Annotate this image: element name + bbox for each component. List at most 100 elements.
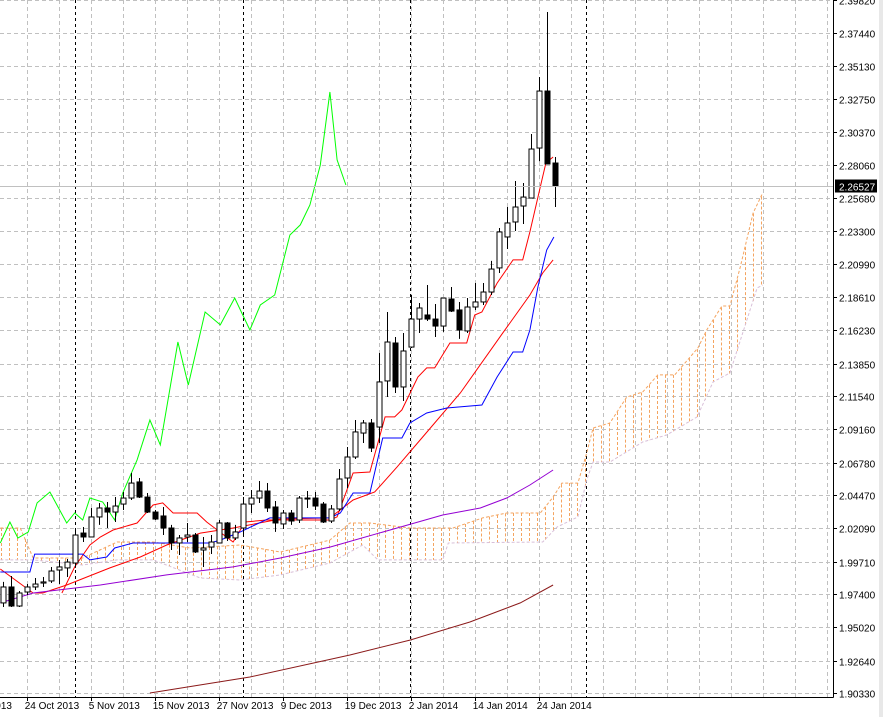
candle[interactable] xyxy=(120,492,127,510)
candle-body-bullish xyxy=(376,381,383,428)
candle[interactable] xyxy=(400,333,407,401)
candle[interactable] xyxy=(40,577,47,587)
candle[interactable] xyxy=(256,480,263,503)
candle[interactable] xyxy=(504,207,511,250)
candle[interactable] xyxy=(304,491,311,508)
candle[interactable] xyxy=(320,501,327,523)
candle[interactable] xyxy=(136,478,143,499)
candle-body-bearish xyxy=(144,496,151,513)
candle-body-bullish xyxy=(400,350,407,388)
candle[interactable] xyxy=(8,576,15,608)
price-tick-label: 2.35130 xyxy=(839,63,876,74)
candle-body-bullish xyxy=(256,490,263,499)
candle[interactable] xyxy=(328,505,335,523)
candle-body-bearish xyxy=(168,527,175,544)
candle[interactable] xyxy=(312,492,319,510)
candle[interactable] xyxy=(296,495,303,523)
price-axis-labels: 2.39820 2.37440 2.35130 2.32750 2.30370 2.280… xyxy=(839,0,876,701)
candles[interactable] xyxy=(0,12,559,608)
candle[interactable] xyxy=(24,584,31,595)
candle[interactable] xyxy=(208,535,215,555)
candle[interactable] xyxy=(288,509,295,525)
candle[interactable] xyxy=(376,352,383,443)
candle[interactable] xyxy=(192,533,199,553)
candle[interactable] xyxy=(224,521,231,542)
candle[interactable] xyxy=(56,559,63,585)
candle[interactable] xyxy=(512,180,519,231)
candle-body-bullish xyxy=(304,497,311,500)
candle[interactable] xyxy=(104,501,111,529)
candle[interactable] xyxy=(176,535,183,556)
candle[interactable] xyxy=(112,497,119,522)
candle[interactable] xyxy=(472,283,479,310)
candle[interactable] xyxy=(360,420,367,443)
candle[interactable] xyxy=(344,447,351,488)
candle[interactable] xyxy=(48,566,55,584)
candle[interactable] xyxy=(408,294,415,349)
candle[interactable] xyxy=(88,507,95,538)
candle[interactable] xyxy=(448,286,455,313)
candle-body-bearish xyxy=(104,507,111,513)
candle[interactable] xyxy=(432,304,439,337)
candle-body-bearish xyxy=(432,318,439,327)
candle[interactable] xyxy=(384,312,391,398)
candle[interactable] xyxy=(160,507,167,536)
candle-body-bullish xyxy=(240,503,247,529)
candle[interactable] xyxy=(200,536,207,567)
candle[interactable] xyxy=(536,77,543,162)
candle-body-bearish xyxy=(8,586,15,607)
candle[interactable] xyxy=(464,298,471,334)
grid xyxy=(0,0,833,697)
candle[interactable] xyxy=(216,520,223,544)
candle[interactable] xyxy=(520,183,527,224)
candle[interactable] xyxy=(240,497,247,537)
candle[interactable] xyxy=(368,419,375,452)
candle[interactable] xyxy=(456,301,463,339)
candle-body-bullish xyxy=(528,148,535,199)
candle-body-bullish xyxy=(232,531,239,539)
candle[interactable] xyxy=(496,228,503,273)
candle[interactable] xyxy=(32,578,39,591)
candle[interactable] xyxy=(72,529,79,568)
candle[interactable] xyxy=(184,522,191,543)
candle-body-bullish xyxy=(296,497,303,521)
candle[interactable] xyxy=(152,509,159,521)
candle[interactable] xyxy=(416,302,423,334)
candle[interactable] xyxy=(280,509,287,529)
candle-body-bullish xyxy=(184,534,191,538)
candle[interactable] xyxy=(424,285,431,322)
candle[interactable] xyxy=(336,469,343,511)
candle[interactable] xyxy=(544,12,551,165)
candle[interactable] xyxy=(352,420,359,459)
candle-body-bullish xyxy=(88,516,95,538)
price-tick-label: 2.30370 xyxy=(839,129,876,140)
candle[interactable] xyxy=(480,283,487,306)
candle[interactable] xyxy=(16,591,23,608)
candle[interactable] xyxy=(128,472,135,500)
candle[interactable] xyxy=(96,502,103,525)
candle-body-bearish xyxy=(456,309,463,331)
candle[interactable] xyxy=(80,527,87,543)
candle-body-bullish xyxy=(408,318,415,348)
candle[interactable] xyxy=(552,157,559,208)
candle[interactable] xyxy=(168,524,175,550)
candle[interactable] xyxy=(488,260,495,295)
candle[interactable] xyxy=(232,524,239,541)
candle-body-bullish xyxy=(120,497,127,505)
candle[interactable] xyxy=(264,483,271,513)
candle[interactable] xyxy=(440,297,447,332)
candle-body-bullish xyxy=(472,301,479,308)
candle[interactable] xyxy=(144,492,151,514)
candle[interactable] xyxy=(248,490,255,514)
price-tick-label: 2.18610 xyxy=(839,294,876,305)
candle[interactable] xyxy=(64,558,71,578)
time-tick-label: 27 Nov 2013 xyxy=(217,701,274,712)
candle[interactable] xyxy=(272,500,279,532)
candle[interactable] xyxy=(0,581,7,608)
candle[interactable] xyxy=(392,336,399,393)
candle-body-bullish xyxy=(216,522,223,544)
candle-body-bullish xyxy=(328,508,335,522)
candle[interactable] xyxy=(528,134,535,199)
time-tick-label: 24 Oct 2013 xyxy=(25,701,80,712)
